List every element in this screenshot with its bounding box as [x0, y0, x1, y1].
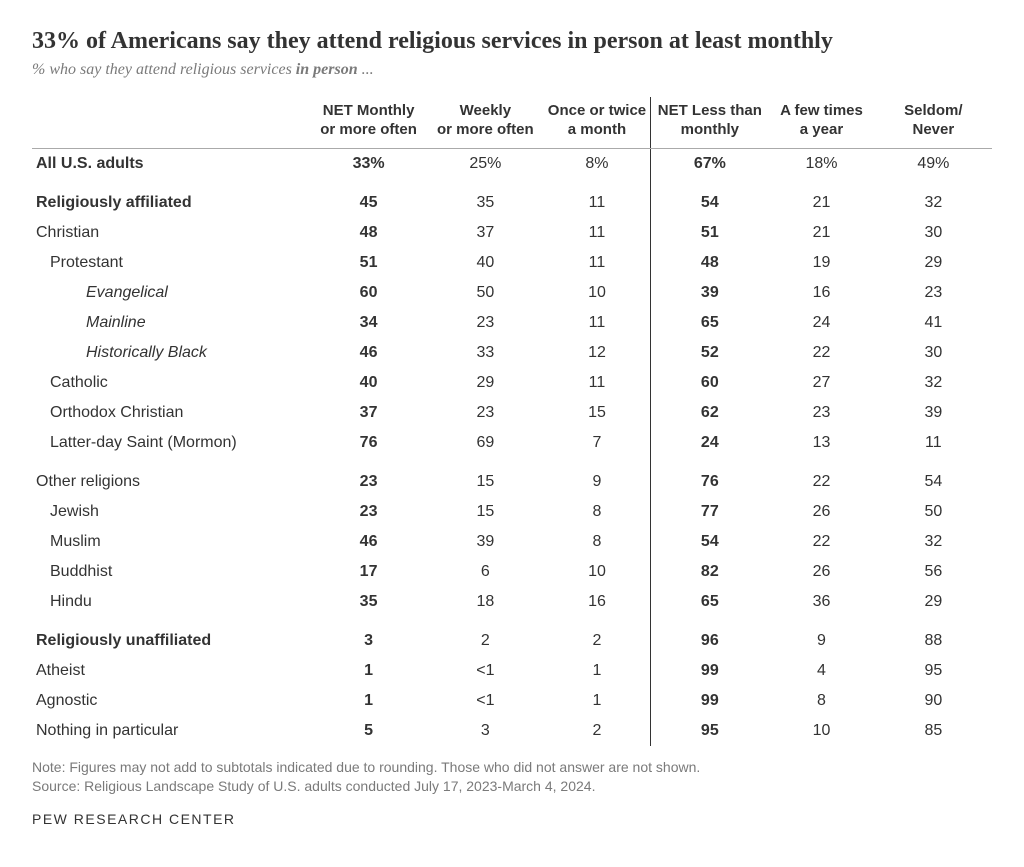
subtitle-emph: in person	[296, 61, 358, 78]
table-row: Latter-day Saint (Mormon) 76 69 7 24 13 …	[32, 428, 992, 458]
col-weekly: Weeklyor more often	[427, 97, 543, 148]
table-row: Protestant 51 40 11 48 19 29	[32, 248, 992, 278]
table-row: Agnostic 1 <1 1 99 8 90	[32, 686, 992, 716]
source-text: Source: Religious Landscape Study of U.S…	[32, 777, 992, 797]
subtitle-prefix: % who say they attend religious services	[32, 61, 296, 78]
table-row: Other religions 23 15 9 76 22 54	[32, 458, 992, 497]
table-row: Christian 48 37 11 51 21 30	[32, 218, 992, 248]
col-net-less: NET Less thanmonthly	[651, 97, 768, 148]
table-row: Religiously affiliated 45 35 11 54 21 32	[32, 179, 992, 218]
table-row: Atheist 1 <1 1 99 4 95	[32, 656, 992, 686]
header-row: NET Monthlyor more often Weeklyor more o…	[32, 97, 992, 148]
table-row: Buddhist 17 6 10 82 26 56	[32, 557, 992, 587]
brand-text: PEW RESEARCH CENTER	[32, 811, 992, 827]
data-table: NET Monthlyor more often Weeklyor more o…	[32, 97, 992, 746]
table-row: Muslim 46 39 8 54 22 32	[32, 527, 992, 557]
table-row: Catholic 40 29 11 60 27 32	[32, 368, 992, 398]
col-few-year: A few timesa year	[768, 97, 874, 148]
table-row: Orthodox Christian 37 23 15 62 23 39	[32, 398, 992, 428]
table-row: All U.S. adults 33% 25% 8% 67% 18% 49%	[32, 148, 992, 179]
table-row: Jewish 23 15 8 77 26 50	[32, 497, 992, 527]
col-seldom: Seldom/Never	[875, 97, 992, 148]
table-row: Hindu 35 18 16 65 36 29	[32, 587, 992, 617]
table-row: Evangelical 60 50 10 39 16 23	[32, 278, 992, 308]
col-once-twice: Once or twicea month	[544, 97, 651, 148]
table-body: All U.S. adults 33% 25% 8% 67% 18% 49% R…	[32, 148, 992, 746]
table-row: Mainline 34 23 11 65 24 41	[32, 308, 992, 338]
col-net-monthly: NET Monthlyor more often	[310, 97, 427, 148]
table-row: Nothing in particular 5 3 2 95 10 85	[32, 716, 992, 746]
note-text: Note: Figures may not add to subtotals i…	[32, 758, 992, 778]
chart-title: 33% of Americans say they attend religio…	[32, 28, 992, 55]
subtitle-suffix: ...	[358, 61, 374, 78]
table-row: Historically Black 46 33 12 52 22 30	[32, 338, 992, 368]
table-row: Religiously unaffiliated 3 2 2 96 9 88	[32, 617, 992, 656]
chart-subtitle: % who say they attend religious services…	[32, 61, 992, 79]
header-blank	[32, 97, 310, 148]
